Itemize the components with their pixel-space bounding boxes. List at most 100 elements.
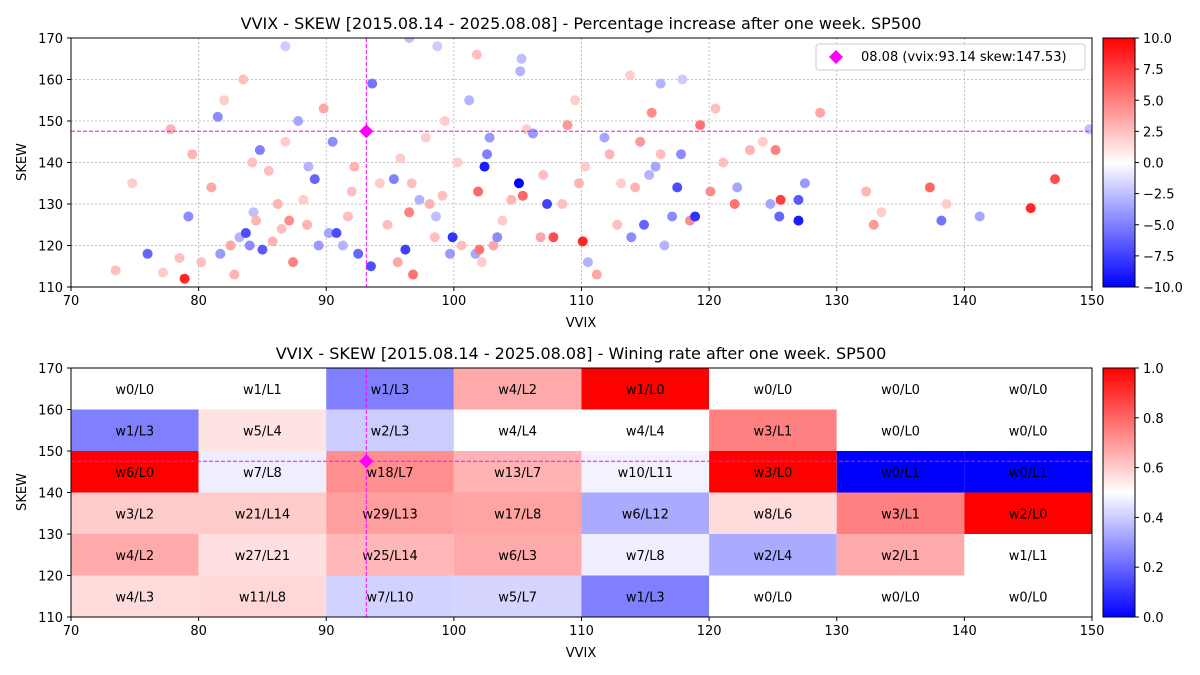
heatmap-cell-label: w8/L6 [754,507,793,522]
heatmap-cell [709,534,837,576]
scatter-point [815,107,826,118]
scatter-point [238,74,249,85]
scatter-point [744,145,755,156]
heatmap-cell-label: w5/L7 [498,590,537,605]
heatmap-cell [71,368,199,410]
scatter-point [420,132,431,143]
scatter-point [367,78,378,89]
scatter-y-label: SKEW [15,143,30,181]
scatter-point [110,265,121,276]
scatter-point [516,53,527,64]
scatter-point [342,211,353,222]
scatter-point [456,240,467,251]
heatmap-cell [71,409,199,451]
scatter-point [517,190,528,201]
scatter-point [515,66,526,77]
scatter-point [288,257,299,268]
scatter-point [710,103,721,114]
scatter-point [557,199,568,209]
heatmap-cell [581,534,710,576]
heatmap-title: VVIX - SKEW [2015.08.14 - 2025.08.08] - … [276,344,887,363]
heatmap-cell [198,451,327,493]
heatmap-cell-label: w21/L14 [235,507,290,522]
scatter-point [659,240,670,251]
scatter-point [868,219,879,230]
heatmap-cell-label: w7/L10 [367,590,414,605]
scatter-point [276,223,287,234]
heatmap-cell-label: w0/L0 [1009,383,1048,398]
heatmap-cell [709,492,837,534]
current-point-marker [359,454,374,469]
scatter-gridlines [71,38,1092,287]
scatter-point [570,95,581,106]
scatter-point [677,74,688,85]
scatter-point [382,219,393,230]
colorbar-tick-label: 0.8 [1143,412,1164,427]
scatter-point [538,169,549,180]
heatmap-cell [453,534,582,576]
scatter-point [414,194,425,205]
scatter-point [432,41,443,52]
scatter-point [327,136,338,147]
heatmap-cell [198,534,327,576]
scatter-point [479,161,490,172]
colorbar-tick-label: 0.4 [1143,511,1164,526]
heatmap-cell [836,575,965,617]
heatmap-cell [964,534,1092,576]
scatter-point [165,124,176,135]
heatmap-cell-label: w2/L3 [371,424,410,439]
scatter-point [616,178,627,189]
heatmap-cell [198,575,327,617]
heatmap-cell-label: w0/L0 [881,590,920,605]
scatter-point [646,107,657,118]
heatmap-cell-label: w0/L0 [754,383,793,398]
scatter-y-ticks: 110 120 130 140 150 160 170 [38,32,71,296]
heatmap-cell [198,409,327,451]
heatmap-cell-label: w6/L0 [115,466,154,481]
heatmap-cell [453,409,582,451]
scatter-point [1025,203,1036,214]
heatmap-cell-label: w1/L3 [115,424,154,439]
scatter-point [612,219,623,230]
heatmap-cell [964,451,1092,493]
scatter-point [303,161,314,172]
heatmap-cell [326,492,454,534]
heatmap-panel: VVIX - SKEW [2015.08.14 - 2025.08.08] - … [15,344,1164,661]
colorbar-tick-label: 0.0 [1143,157,1164,172]
y-tick-label: 150 [38,115,63,130]
scatter-point [206,182,217,193]
scatter-point [284,215,295,226]
y-tick-label: 170 [38,32,63,47]
scatter-point [267,236,278,247]
x-tick-label: 90 [318,624,335,639]
x-tick-label: 80 [190,624,207,639]
scatter-point [626,232,637,243]
scatter-point [732,182,743,193]
scatter-point [624,70,635,81]
scatter-point [408,269,419,280]
heatmap-cell-label: w4/L2 [498,383,537,398]
heatmap-cell [453,492,582,534]
heatmap-cell-label: w7/L8 [243,466,282,481]
x-tick-label: 70 [63,624,80,639]
legend-marker-diamond [829,50,843,64]
heatmap-cell-label: w11/L8 [239,590,286,605]
scatter-point [562,120,573,131]
scatter-point [127,178,138,189]
scatter-point [482,149,493,160]
x-tick-label: 150 [1080,624,1105,639]
heatmap-colorbar-ticks: 1.0 0.8 0.6 0.4 0.2 0.0 [1135,362,1164,626]
y-tick-label: 170 [38,362,63,377]
heatmap-cell [581,451,710,493]
scatter-point [179,273,190,284]
heatmap-cell [709,409,837,451]
scatter-point [309,174,320,185]
x-tick-label: 130 [824,294,849,309]
y-tick-label: 130 [38,528,63,543]
scatter-point [298,194,309,205]
scatter-point [676,149,687,160]
scatter-point [219,95,230,106]
scatter-point [591,269,602,280]
scatter-point [302,219,313,230]
heatmap-cell [581,492,710,534]
